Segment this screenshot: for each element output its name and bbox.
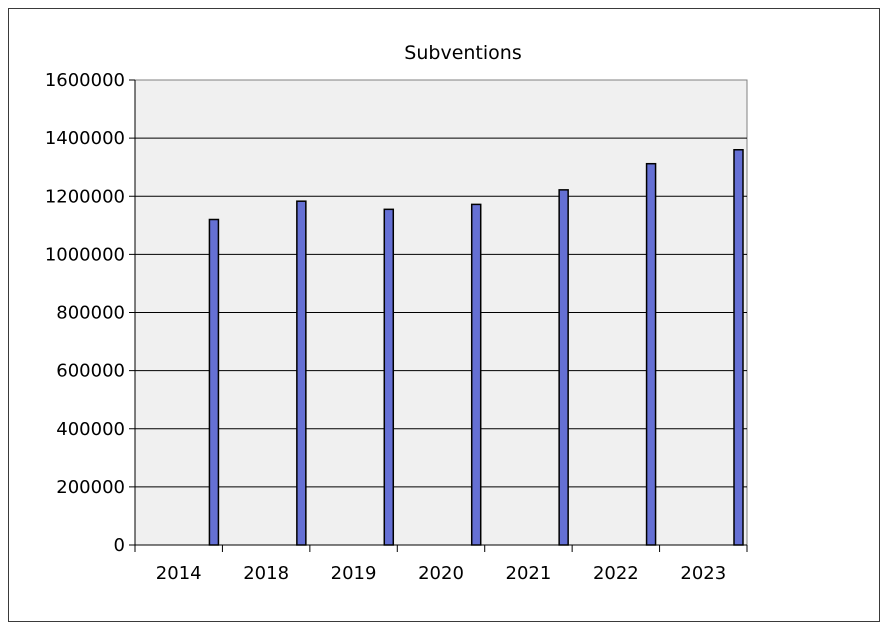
chart-title: Subventions bbox=[404, 42, 521, 64]
x-tick-label: 2021 bbox=[506, 563, 552, 584]
x-tick-label: 2023 bbox=[680, 563, 726, 584]
bar-2019 bbox=[383, 208, 395, 546]
y-tick-label: 400000 bbox=[56, 419, 125, 440]
bar-2022 bbox=[645, 162, 657, 546]
x-tick-label: 2022 bbox=[593, 563, 639, 584]
y-tick-label: 1400000 bbox=[45, 128, 125, 149]
y-tick-label: 1200000 bbox=[45, 186, 125, 207]
bar-2020 bbox=[470, 203, 482, 546]
bar-2023 bbox=[733, 149, 744, 546]
bar-2014 bbox=[208, 218, 220, 546]
y-tick-label: 1600000 bbox=[45, 70, 125, 91]
plot-area: 0 200000 400000 600000 800000 1000000 1200000 1… bbox=[45, 70, 748, 584]
y-tick-label: 0 bbox=[114, 535, 125, 556]
x-tick-label: 2018 bbox=[243, 563, 289, 584]
y-tick-label: 1000000 bbox=[45, 244, 125, 265]
bar-2018 bbox=[296, 200, 307, 546]
y-tick-label: 600000 bbox=[56, 361, 125, 382]
x-tick-label: 2020 bbox=[418, 563, 464, 584]
y-tick-label: 200000 bbox=[56, 477, 125, 498]
y-tick-label: 800000 bbox=[56, 303, 125, 324]
x-tick-label: 2019 bbox=[331, 563, 377, 584]
bar-2021 bbox=[558, 189, 569, 546]
x-tick-label: 2014 bbox=[156, 563, 202, 584]
